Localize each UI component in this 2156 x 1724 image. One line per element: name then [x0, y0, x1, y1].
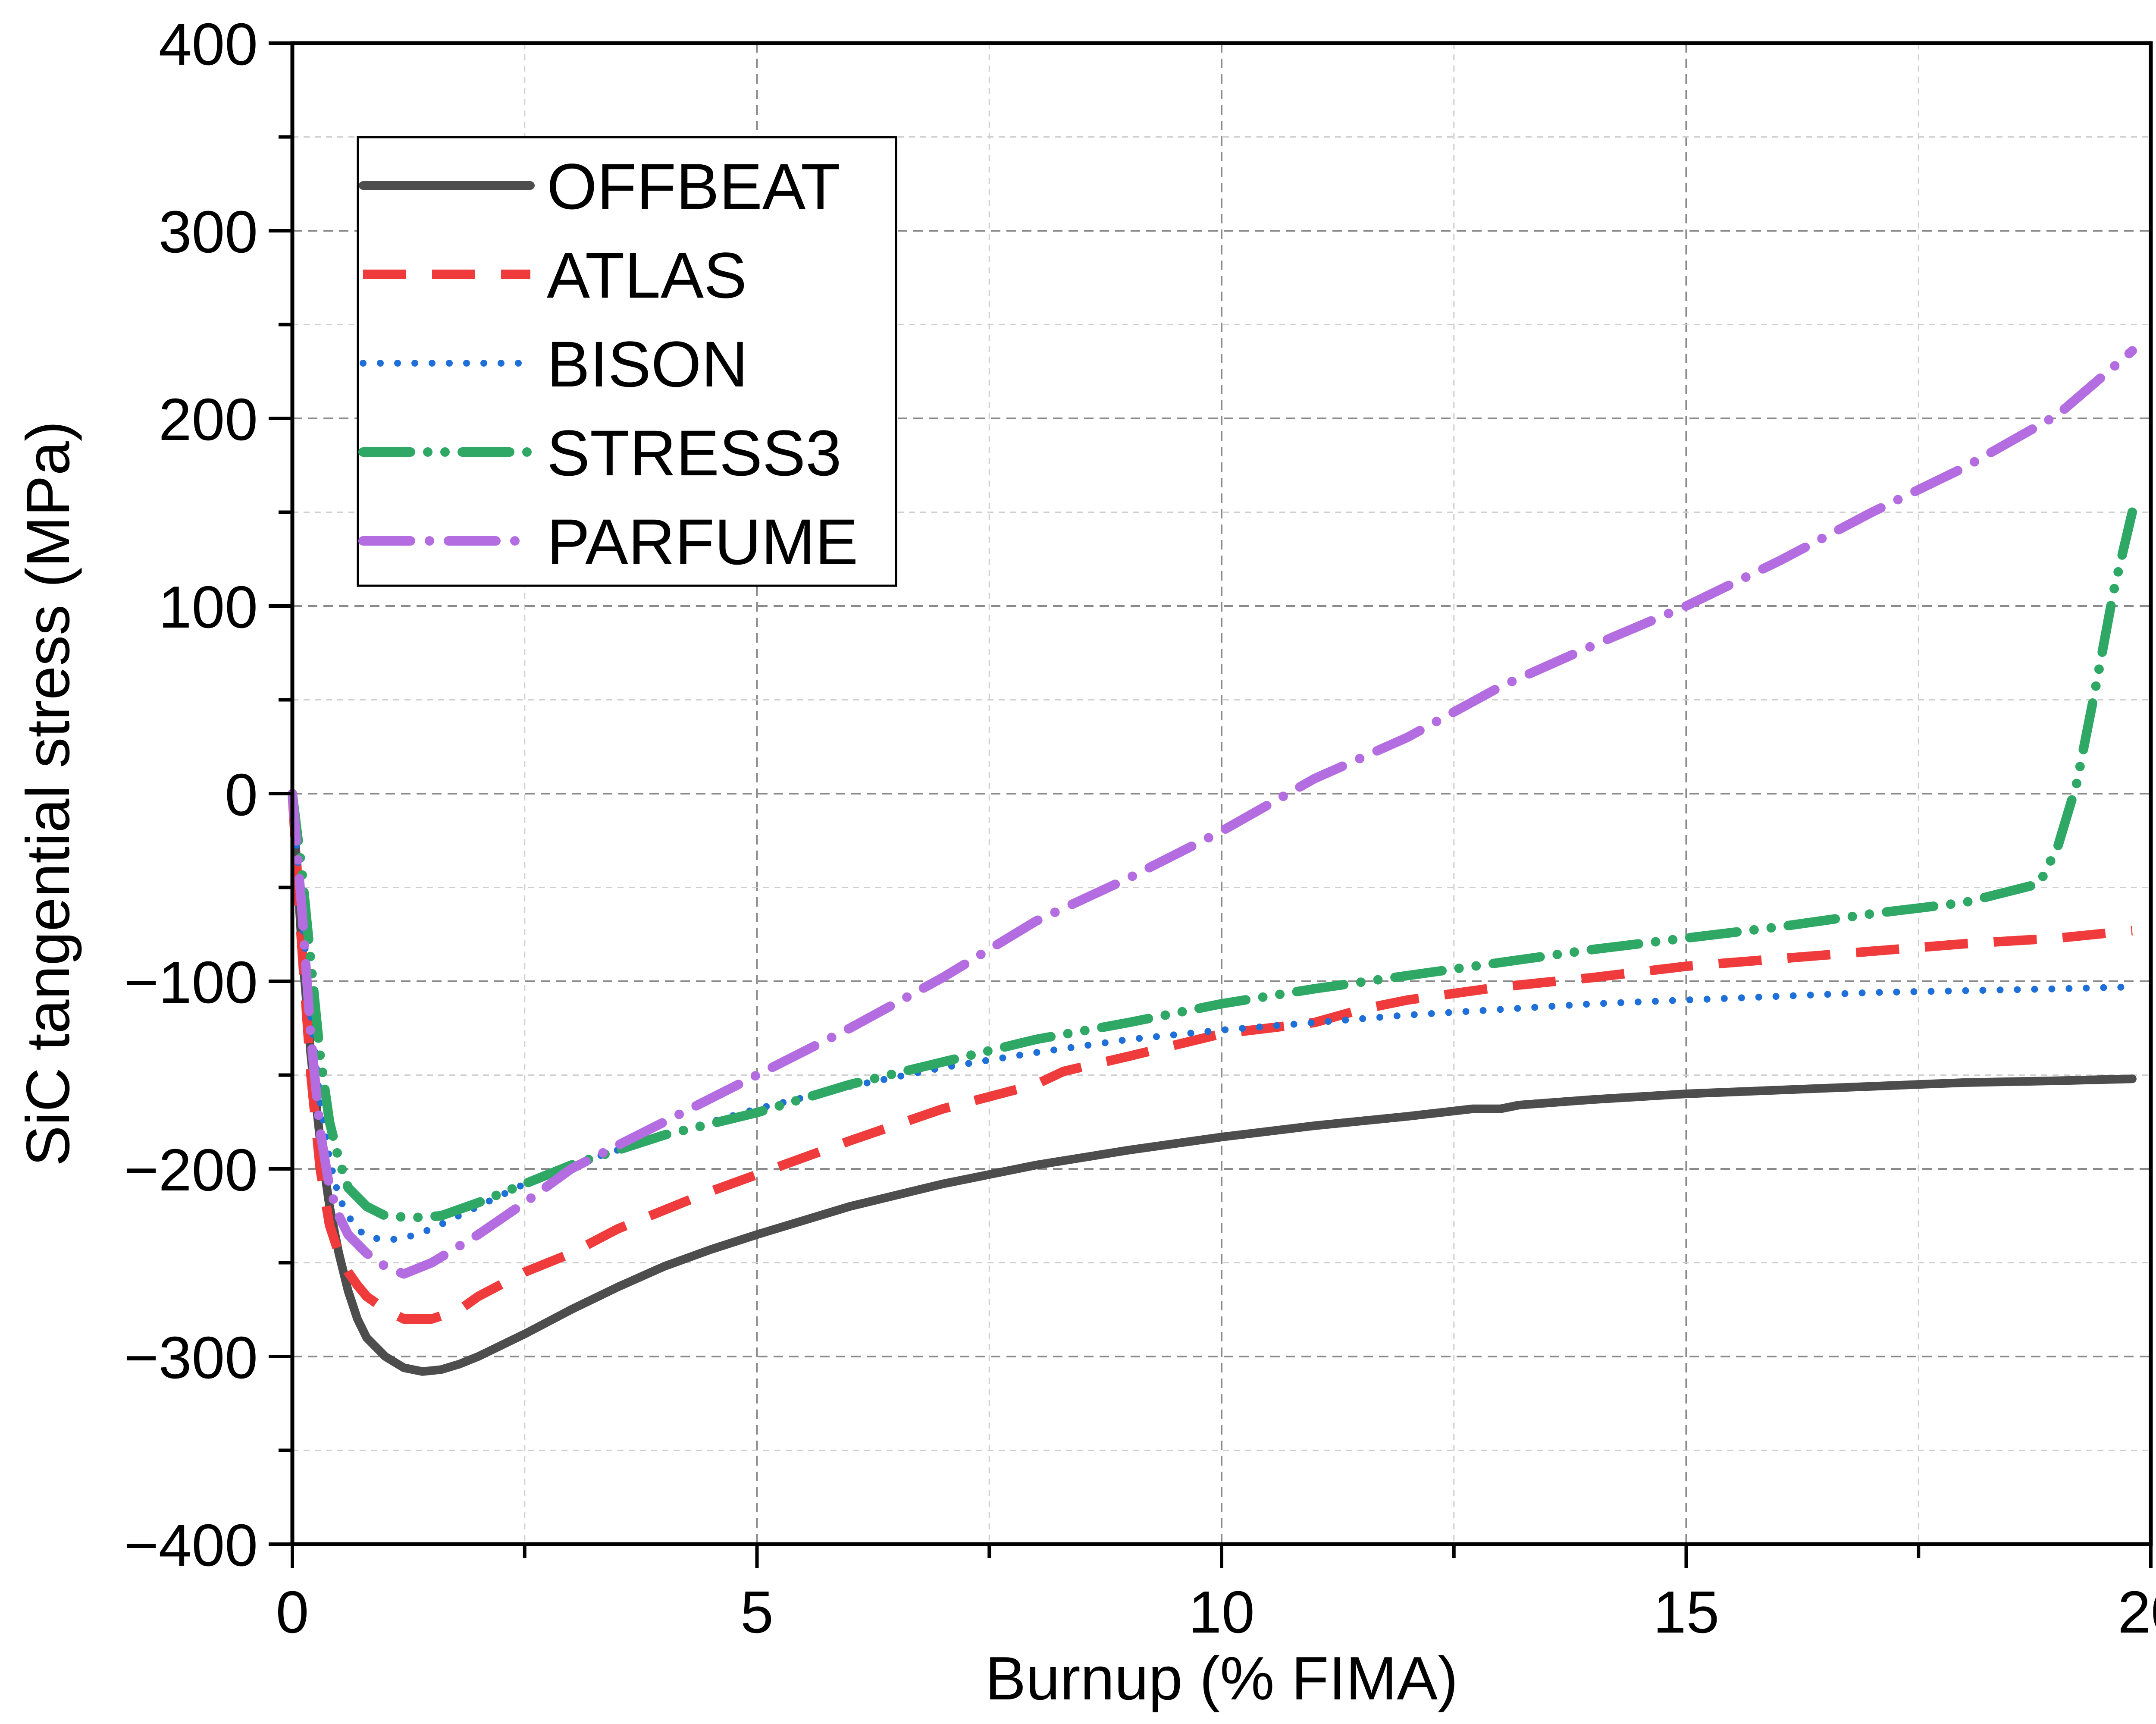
x-tick-label: 10: [1188, 1579, 1255, 1645]
series-line-atlas: [288, 793, 2133, 1324]
y-tick-label: 300: [159, 199, 258, 265]
series-line-offbeat: [288, 789, 2137, 1376]
legend-entry: BISON: [360, 328, 748, 400]
legend-entries: OFFBEAT ATLAS BISON STRESS3 PARFUME: [358, 150, 858, 578]
legend-entry: OFFBEAT: [359, 150, 840, 223]
x-tick-label: 15: [1653, 1579, 1720, 1645]
y-axis-title: SiC tangential stress (MPa): [14, 421, 82, 1166]
axis-ticks: [269, 41, 2153, 1568]
series-line-parfume: [288, 346, 2137, 1279]
legend-label: OFFBEAT: [547, 150, 840, 223]
y-tick-label: 100: [159, 574, 258, 641]
legend-label: PARFUME: [547, 506, 858, 578]
x-tick-label: 20: [2118, 1579, 2156, 1645]
grid: [292, 43, 2151, 1544]
y-tick-label: 200: [159, 386, 258, 453]
legend-entry: ATLAS: [363, 239, 747, 311]
legend-entry: STRESS3: [358, 417, 842, 489]
legend: OFFBEAT ATLAS BISON STRESS3 PARFUME: [357, 136, 897, 587]
y-tick-label: −100: [124, 949, 258, 1016]
series-lines: [288, 346, 2137, 1376]
legend-label: BISON: [547, 328, 748, 400]
tick-labels: 0 5 10 15 20 −400 −300 −200 −100 0 100 200 300 400: [124, 11, 2156, 1645]
legend-label: ATLAS: [547, 239, 747, 311]
x-tick-label: 0: [276, 1579, 309, 1645]
y-tick-label: −400: [124, 1512, 258, 1579]
y-tick-label: −300: [124, 1325, 258, 1391]
series-line-stress3: [288, 507, 2137, 1223]
y-tick-label: −200: [124, 1137, 258, 1203]
legend-entry: PARFUME: [358, 506, 858, 578]
x-axis-title: Burnup (% FIMA): [985, 1644, 1458, 1713]
x-tick-label: 5: [740, 1579, 774, 1645]
legend-label: STRESS3: [547, 417, 842, 489]
y-tick-label: 0: [225, 762, 258, 828]
y-tick-label: 400: [159, 11, 258, 78]
